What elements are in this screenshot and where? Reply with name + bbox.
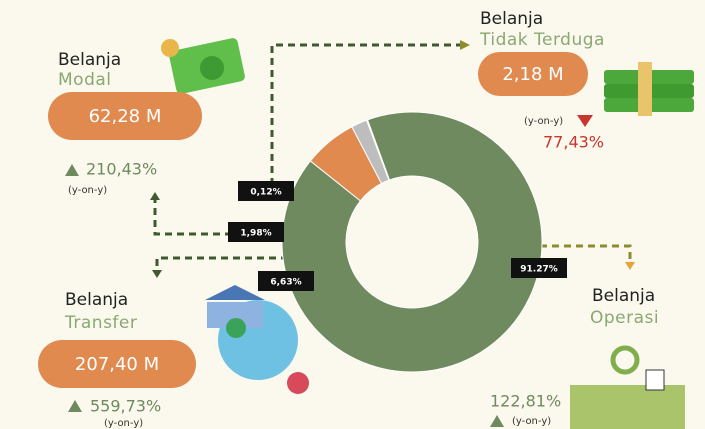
label-box xyxy=(511,258,567,278)
item-title: Belanja xyxy=(592,286,655,306)
connector xyxy=(155,256,288,270)
arrow-head xyxy=(460,40,470,50)
value-label: 6,63% xyxy=(270,278,301,288)
value-label: 91.27% xyxy=(520,265,558,275)
value-label: 1,98% xyxy=(240,229,271,239)
growth: 559,73% xyxy=(90,397,161,416)
item-subtitle: Tidak Terduga xyxy=(479,30,605,50)
label-box xyxy=(228,222,284,242)
item-title: Belanja xyxy=(480,9,543,29)
growth-arrow xyxy=(577,115,593,127)
note: (y-on-y) xyxy=(68,185,107,196)
growth-arrow xyxy=(490,415,504,427)
label-box xyxy=(238,181,294,201)
value-label: 0,12% xyxy=(250,188,281,198)
arrow-head xyxy=(625,262,635,270)
amount: 2,18 M xyxy=(502,64,563,85)
globe-icon xyxy=(205,285,309,394)
amount: 62,28 M xyxy=(89,106,162,127)
label-box xyxy=(258,271,314,291)
donut-segment xyxy=(281,111,543,373)
note: (y-on-y) xyxy=(524,116,563,127)
amount: 207,40 M xyxy=(75,354,159,375)
money-icon xyxy=(161,38,245,94)
growth: 210,43% xyxy=(86,160,157,179)
connector xyxy=(270,43,460,185)
item-subtitle: Transfer xyxy=(64,313,137,333)
connector xyxy=(153,198,232,236)
growth: 122,81% xyxy=(490,392,561,411)
connector xyxy=(540,244,632,262)
growth-arrow xyxy=(68,400,82,412)
item-title: Belanja xyxy=(58,50,121,70)
note: (y-on-y) xyxy=(104,418,143,429)
cash-stack-icon xyxy=(604,62,694,116)
arrow-head xyxy=(150,192,160,200)
arrow-head xyxy=(152,270,162,278)
item-subtitle: Operasi xyxy=(590,308,659,328)
growth: 77,43% xyxy=(543,133,604,152)
item-title: Belanja xyxy=(65,290,128,310)
note: (y-on-y) xyxy=(512,416,551,427)
donut-segment xyxy=(365,119,391,181)
amount-pill xyxy=(478,52,588,96)
item-subtitle: Modal xyxy=(58,70,112,90)
operations-icon xyxy=(570,345,685,429)
amount-pill xyxy=(38,340,196,388)
growth-arrow xyxy=(65,164,79,176)
amount-pill xyxy=(48,92,202,140)
